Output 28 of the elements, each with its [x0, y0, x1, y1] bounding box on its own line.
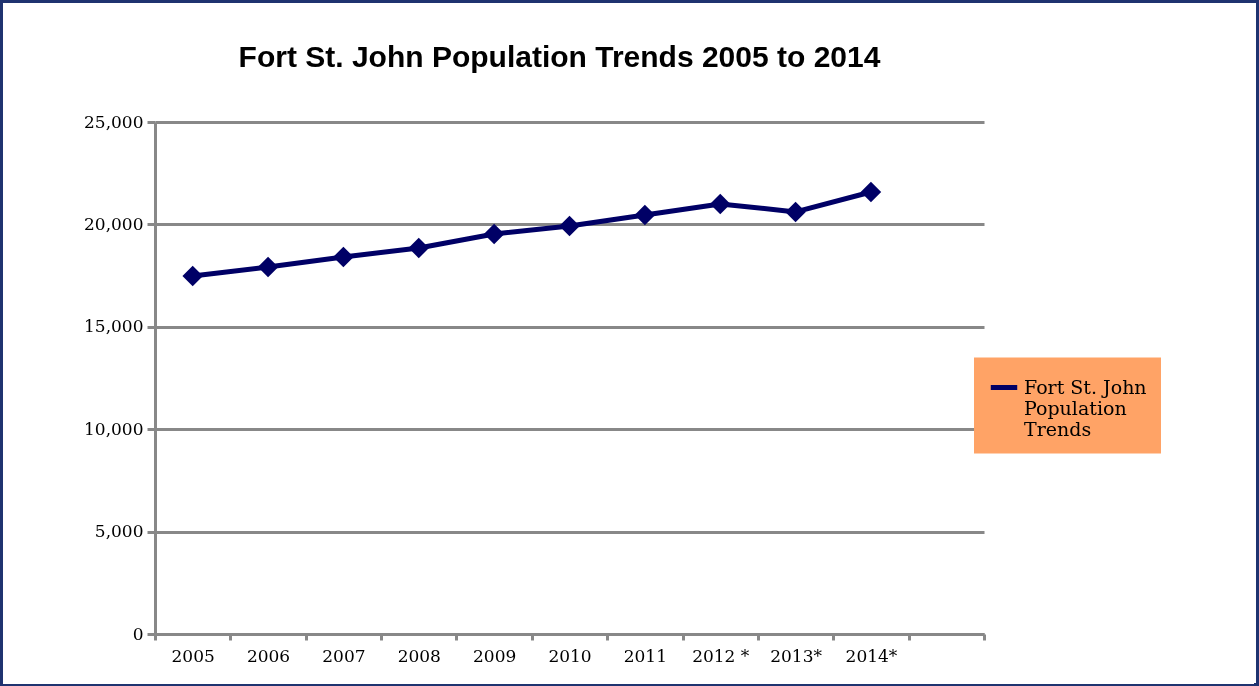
y-tick-label: 25,000	[84, 111, 144, 132]
point	[333, 246, 354, 268]
y-tick-label: 15,000	[84, 316, 144, 337]
x-tick-label: 2007	[322, 645, 366, 666]
point	[709, 193, 731, 215]
chart-title: Fort St. John Population Trends 2005 to 2014	[238, 40, 881, 73]
x-tick-label: 2005	[171, 645, 215, 666]
point	[408, 237, 430, 259]
y-tick-label: 10,000	[84, 418, 144, 439]
x-tick-label: 2010	[548, 645, 592, 666]
x-tick-label: 2009	[473, 645, 517, 666]
x-tick-label: 2006	[246, 645, 291, 666]
point	[860, 181, 882, 203]
point	[559, 215, 580, 237]
x-tick-label: 2014*	[845, 645, 898, 666]
point	[257, 256, 279, 278]
x-tick-label: 2013*	[770, 645, 823, 666]
point	[182, 265, 203, 287]
point	[483, 223, 505, 245]
y-tick-label: 0	[132, 623, 144, 644]
y-tick-label: 20,000	[84, 213, 144, 234]
point	[634, 204, 656, 226]
legend-label: Fort St. John Population Trends	[1024, 375, 1147, 440]
y-tick-label: 5,000	[94, 521, 144, 542]
x-tick-label: 2011	[623, 645, 667, 666]
point	[785, 201, 806, 223]
x-tick-label: 2012 *	[692, 645, 750, 666]
x-tick-label: 2008	[397, 645, 441, 666]
